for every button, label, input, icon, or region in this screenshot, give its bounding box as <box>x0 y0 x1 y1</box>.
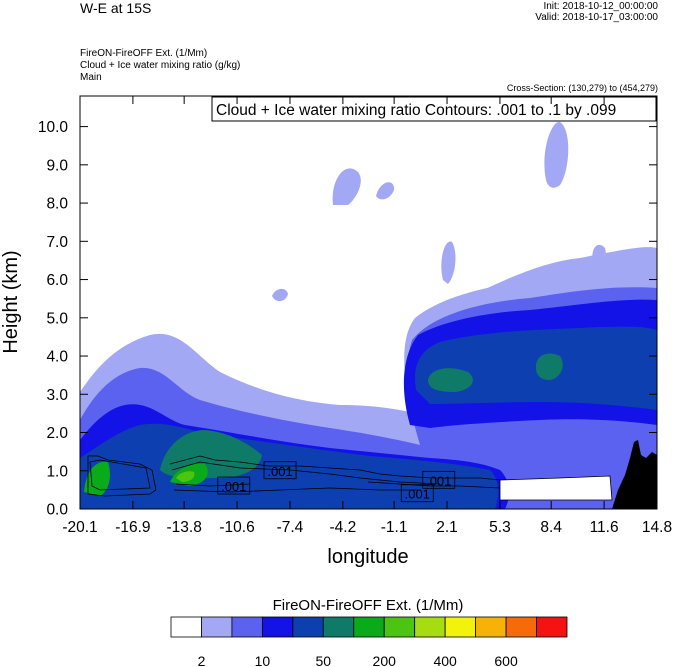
x-tick-label: -7.4 <box>277 519 304 536</box>
colorbar-swatch <box>536 616 568 638</box>
field-level-200-c <box>535 353 563 380</box>
y-tick-label: 4.0 <box>46 349 68 366</box>
colorbar-swatch <box>261 616 294 638</box>
field-level-2-blob-b <box>376 182 395 200</box>
colorbar-swatch <box>353 616 385 638</box>
contour-info-text: Cloud + Ice water mixing ratio Contours:… <box>216 102 616 119</box>
contour-label-box <box>263 461 297 480</box>
contour-label: .001 <box>426 473 451 488</box>
y-tick-label: 3.0 <box>46 387 68 404</box>
contour-line-g <box>175 483 251 487</box>
x-axis-label: longitude <box>327 546 408 568</box>
field-level-400-a <box>84 461 110 496</box>
y-tick-label: 1.0 <box>46 463 68 480</box>
contour-info-box <box>211 96 657 122</box>
field-level-2-blob-f <box>592 244 606 264</box>
colorbar-title: FireON-FireOFF Ext. (1/Mm) <box>273 597 464 614</box>
colorbar-label: 200 <box>373 653 397 667</box>
contour-line-f <box>367 481 501 489</box>
y-tick-label: 10.0 <box>38 119 69 136</box>
contour-label-group: .001.001.001.001 <box>217 461 456 503</box>
contour-line-c <box>169 455 501 481</box>
colorbar-labels: 2 10 50 200 400 600 <box>198 653 518 667</box>
field-level-200-b <box>428 368 473 392</box>
x-tick-label: -1.1 <box>381 519 408 536</box>
x-tick-label: -16.9 <box>115 519 150 536</box>
colorbar-swatch <box>475 616 507 638</box>
colorbar-swatch <box>170 616 202 638</box>
plot-frame <box>79 95 658 510</box>
contour-label: .001 <box>267 464 292 479</box>
x-tick-label: -10.6 <box>219 519 254 536</box>
x-tick-label: 5.3 <box>489 519 511 536</box>
colorbar-swatch <box>292 616 324 638</box>
colorbar-swatch <box>444 616 477 638</box>
contour-line-d <box>171 461 441 485</box>
field-level-2-blob-d <box>441 241 456 284</box>
y-tick-label: 9.0 <box>46 157 68 174</box>
y-tick-label: 8.0 <box>46 196 68 213</box>
field-description-3: Main <box>80 72 102 83</box>
x-tick-label: 8.4 <box>540 519 562 536</box>
x-axis: -20.1 -16.9 -13.8 -10.6 -7.4 -4.2 -1.1 2.1 5.3 8.… <box>62 96 672 536</box>
y-axis: 0.0 1.0 2.0 3.0 4.0 5.0 6.0 7.0 8.0 9.0 10.0 <box>38 119 657 519</box>
colorbar-swatch <box>383 616 416 638</box>
contour-line-a <box>87 455 157 497</box>
cross-section-label: Cross-Section: (130,279) to (454,279) <box>506 83 658 93</box>
field-level-100-upper <box>415 326 657 410</box>
y-axis-label: Height (km) <box>0 250 22 353</box>
colorbar-label: 10 <box>255 653 271 667</box>
colorbar-label: 50 <box>316 653 332 667</box>
field-level-400-c <box>176 471 195 482</box>
field-description-2: Cloud + Ice water mixing ratio (g/kg) <box>80 60 241 71</box>
contour-label-box <box>400 484 434 503</box>
colorbar-swatch <box>201 616 233 638</box>
colorbar-label: 400 <box>433 653 457 667</box>
y-tick-label: 6.0 <box>46 272 68 289</box>
colorbar-swatch <box>414 616 446 638</box>
x-tick-label: -20.1 <box>62 519 97 536</box>
field-level-2-blob-e <box>272 288 288 302</box>
colorbar-swatch <box>231 616 263 638</box>
x-tick-label: 2.1 <box>436 519 458 536</box>
x-tick-label: 11.6 <box>590 519 619 536</box>
extinction-field <box>80 121 657 509</box>
colorbar-swatch <box>322 616 355 638</box>
clear-air-patch <box>499 475 613 501</box>
x-tick-label: 14.8 <box>642 519 672 536</box>
colorbar-label: 2 <box>198 653 206 667</box>
y-tick-label: 7.0 <box>46 234 68 251</box>
x-tick-label: -13.8 <box>166 519 201 536</box>
y-tick-label: 2.0 <box>46 425 68 442</box>
init-time: Init: 2018-10-12_00:00:00 <box>543 1 658 12</box>
contour-line-b <box>89 459 151 491</box>
valid-time: Valid: 2018-10-17_03:00:00 <box>535 12 658 23</box>
contour-label: .001 <box>405 487 430 502</box>
contour-lines <box>87 455 501 497</box>
field-level-2-blob-a <box>332 168 361 205</box>
contour-label-box <box>217 476 251 495</box>
terrain-mountain <box>612 440 657 509</box>
x-tick-label: -4.2 <box>330 519 357 536</box>
y-tick-label: 0.0 <box>46 502 68 519</box>
field-level-2-blob-c <box>544 121 569 188</box>
contour-line-e <box>173 487 420 493</box>
colorbar-label: 600 <box>494 653 518 667</box>
y-tick-label: 5.0 <box>46 310 68 327</box>
colorbar <box>170 616 568 638</box>
contour-label-box <box>422 470 456 489</box>
contour-label: .001 <box>221 479 246 494</box>
colorbar-swatch <box>505 616 537 638</box>
chart-title: W-E at 15S <box>80 0 152 16</box>
field-description-1: FireON-FireOFF Ext. (1/Mm) <box>80 48 208 59</box>
